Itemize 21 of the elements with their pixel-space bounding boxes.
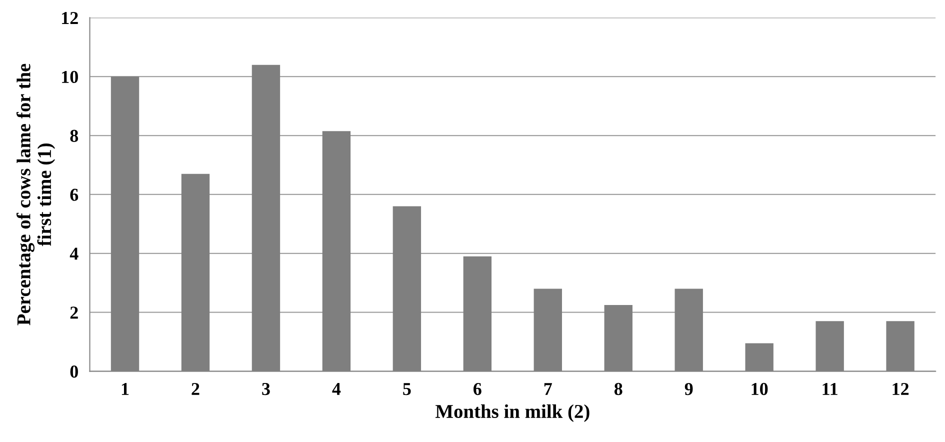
x-tick-label: 8 bbox=[614, 382, 622, 396]
x-tick-label: 11 bbox=[822, 383, 838, 395]
x-tick-label: 4 bbox=[332, 383, 341, 395]
y-tick-label: 12 bbox=[62, 12, 78, 24]
x-tick-label: 9 bbox=[684, 382, 693, 396]
y-tick-label: 10 bbox=[62, 70, 78, 84]
y-tick-label: 8 bbox=[70, 130, 78, 142]
x-tick-label: 2 bbox=[192, 382, 200, 395]
y-tick-label: 6 bbox=[70, 188, 78, 201]
x-tick-label: 5 bbox=[403, 383, 411, 396]
y-axis-title: Percentage of cows lame for the first time (1) bbox=[16, 64, 56, 326]
y-tick-label: 4 bbox=[70, 248, 78, 260]
x-tick-label: 1 bbox=[122, 383, 129, 395]
y-tick-label: 2 bbox=[70, 306, 78, 319]
x-tick-label: 10 bbox=[752, 382, 768, 396]
x-axis-title: Months in milk (2) bbox=[435, 404, 590, 422]
x-tick-label: 3 bbox=[262, 382, 270, 396]
x-tick-label: 7 bbox=[544, 383, 552, 395]
y-tick-label: 0 bbox=[70, 366, 78, 378]
x-tick-label: 12 bbox=[892, 382, 909, 395]
x-tick-label: 6 bbox=[474, 382, 482, 396]
